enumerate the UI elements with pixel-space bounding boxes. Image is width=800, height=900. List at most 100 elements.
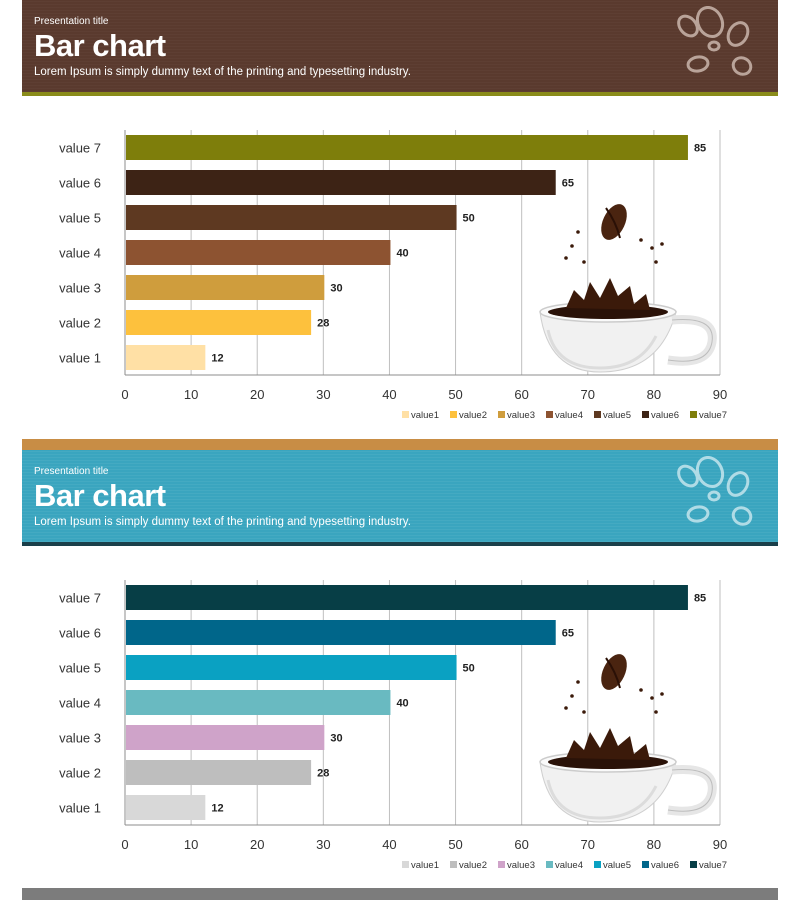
data-label: 28 [317, 768, 329, 780]
data-label: 65 [562, 628, 574, 640]
legend-swatch [450, 861, 457, 868]
bar-3 [126, 275, 325, 300]
bar-chart: 0 10 20 30 40 50 60 70 80 90 12 value 1 28 value 2 30 v… [59, 580, 727, 871]
legend-item: value2 [459, 410, 487, 421]
data-label: 50 [463, 213, 475, 225]
category-label: value 6 [59, 626, 101, 641]
data-label: 30 [330, 283, 342, 295]
footer-bar [22, 888, 778, 900]
legend-swatch [498, 411, 505, 418]
x-tick-label: 30 [316, 837, 330, 852]
bar-5 [126, 205, 457, 230]
slide-teal: Presentation title Bar chart Lorem Ipsum… [0, 450, 800, 900]
legend-item: value7 [699, 410, 727, 421]
category-label: value 5 [59, 661, 101, 676]
slide-header: Presentation title Bar chart Lorem Ipsum… [22, 450, 778, 546]
legend-swatch [546, 861, 553, 868]
data-label: 50 [463, 663, 475, 675]
coffee-cup-illustration [539, 204, 717, 373]
x-tick-label: 10 [184, 387, 198, 402]
legend-item: value1 [411, 410, 439, 421]
data-label: 12 [211, 803, 223, 815]
bar-2 [126, 760, 312, 785]
coffee-beans-icon [677, 456, 753, 526]
x-tick-label: 80 [647, 387, 661, 402]
slide-header: Presentation title Bar chart Lorem Ipsum… [22, 0, 778, 96]
bar-5 [126, 655, 457, 680]
page-title: Bar chart [34, 28, 166, 63]
legend-swatch [546, 411, 553, 418]
category-label: value 3 [59, 281, 101, 296]
data-label: 30 [330, 733, 342, 745]
coffee-beans-icon [677, 6, 753, 76]
bar-2 [126, 310, 312, 335]
category-label: value 6 [59, 176, 101, 191]
data-label: 40 [396, 698, 408, 710]
bar-chart: 0 10 20 30 40 50 60 70 80 90 12 value 1 28 value 2 30 v… [59, 130, 727, 421]
legend-swatch [594, 411, 601, 418]
legend-swatch [450, 411, 457, 418]
legend-swatch [402, 861, 409, 868]
x-tick-label: 60 [514, 387, 528, 402]
category-label: value 7 [59, 141, 101, 156]
data-label: 12 [211, 353, 223, 365]
legend-item: value3 [507, 860, 535, 871]
x-tick-label: 20 [250, 837, 264, 852]
x-tick-label: 70 [581, 837, 595, 852]
bar-1 [126, 795, 206, 820]
category-label: value 4 [59, 246, 101, 261]
legend-swatch [498, 861, 505, 868]
legend-item: value3 [507, 410, 535, 421]
bar-6 [126, 170, 556, 195]
legend-item: value6 [651, 860, 679, 871]
bar-3 [126, 725, 325, 750]
legend-swatch [690, 411, 697, 418]
page-title: Bar chart [34, 478, 166, 513]
x-tick-label: 90 [713, 387, 727, 402]
bar-1 [126, 345, 206, 370]
legend-swatch [594, 861, 601, 868]
bar-4 [126, 240, 391, 265]
x-tick-label: 60 [514, 837, 528, 852]
x-tick-label: 40 [382, 837, 396, 852]
data-label: 85 [694, 143, 706, 155]
footer-bar [22, 439, 778, 450]
presentation-title: Presentation title [34, 466, 109, 477]
data-label: 40 [396, 248, 408, 260]
page-subtitle: Lorem Ipsum is simply dummy text of the … [34, 66, 411, 78]
coffee-cup-illustration [539, 654, 717, 823]
legend-swatch [642, 411, 649, 418]
category-label: value 1 [59, 801, 101, 816]
data-label: 28 [317, 318, 329, 330]
x-tick-label: 20 [250, 387, 264, 402]
legend-swatch [642, 861, 649, 868]
legend-swatch [690, 861, 697, 868]
x-tick-label: 50 [448, 837, 462, 852]
x-tick-label: 0 [121, 387, 128, 402]
data-label: 65 [562, 178, 574, 190]
legend-swatch [402, 411, 409, 418]
legend-item: value5 [603, 410, 631, 421]
legend-item: value7 [699, 860, 727, 871]
bar-7 [126, 585, 688, 610]
legend-item: value4 [555, 410, 583, 421]
x-tick-label: 30 [316, 387, 330, 402]
legend-item: value4 [555, 860, 583, 871]
category-label: value 2 [59, 316, 101, 331]
x-tick-label: 90 [713, 837, 727, 852]
x-tick-label: 0 [121, 837, 128, 852]
legend-item: value1 [411, 860, 439, 871]
bar-4 [126, 690, 391, 715]
bar-7 [126, 135, 688, 160]
x-tick-label: 50 [448, 387, 462, 402]
legend-item: value6 [651, 410, 679, 421]
page-subtitle: Lorem Ipsum is simply dummy text of the … [34, 516, 411, 528]
legend-item: value2 [459, 860, 487, 871]
x-tick-label: 80 [647, 837, 661, 852]
x-tick-label: 10 [184, 837, 198, 852]
x-tick-label: 70 [581, 387, 595, 402]
bar-6 [126, 620, 556, 645]
category-label: value 2 [59, 766, 101, 781]
x-tick-label: 40 [382, 387, 396, 402]
category-label: value 3 [59, 731, 101, 746]
